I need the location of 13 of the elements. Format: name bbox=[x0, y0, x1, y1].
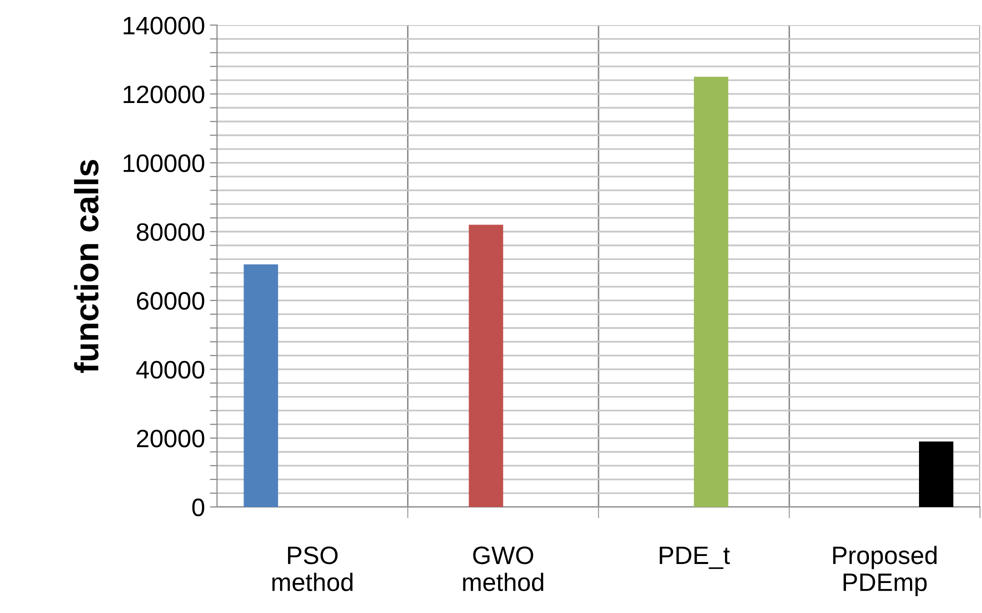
y-tick-label: 20000 bbox=[136, 430, 204, 448]
y-tick-label: 140000 bbox=[124, 16, 204, 34]
y-tick-label: 80000 bbox=[136, 223, 204, 241]
y-tick-label: 40000 bbox=[136, 360, 204, 379]
y-axis-title: function calls bbox=[74, 160, 99, 373]
x-tick-label: PSO method bbox=[272, 546, 352, 592]
x-tick-label: GWO method bbox=[463, 546, 544, 592]
x-tick-label: PDE_t bbox=[660, 546, 730, 569]
x-tick-label: Proposed PDEmp bbox=[833, 546, 937, 596]
y-tick-label: 100000 bbox=[124, 154, 204, 172]
y-tick-label: 60000 bbox=[136, 292, 204, 310]
y-tick-label: 120000 bbox=[124, 86, 204, 104]
y-tick-label: 0 bbox=[192, 498, 204, 516]
